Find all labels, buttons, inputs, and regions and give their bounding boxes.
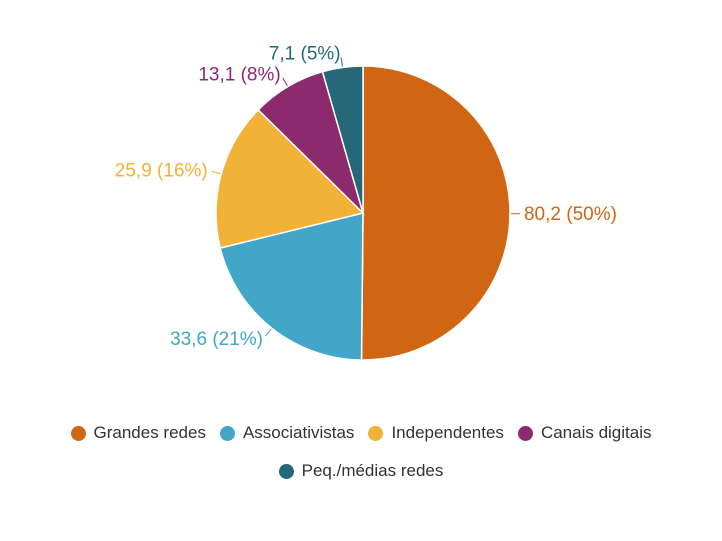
legend-swatch xyxy=(368,425,384,441)
leader-line xyxy=(340,57,343,67)
slice-label: 7,1 (5%) xyxy=(269,44,341,65)
legend-item-canais-digitais[interactable]: Canais digitais xyxy=(517,423,652,443)
legend-swatch xyxy=(278,463,294,479)
legend-swatch xyxy=(70,425,86,441)
legend-label: Independentes xyxy=(391,423,504,442)
legend-swatch xyxy=(517,425,533,441)
slice-label: 33,6 (21%) xyxy=(170,329,263,350)
pie-slice-associativistas[interactable] xyxy=(219,212,364,361)
pie-slice-grandes-redes[interactable] xyxy=(360,65,511,361)
slice-label: 13,1 (8%) xyxy=(198,65,280,86)
legend-item-independentes[interactable]: Independentes xyxy=(368,423,504,443)
legend-swatch xyxy=(219,425,235,441)
legend-item-associativistas[interactable]: Associativistas xyxy=(219,423,355,443)
slice-label: 80,2 (50%) xyxy=(524,204,617,225)
legend-row-2: Peq./médias redes xyxy=(0,461,722,481)
pie-slice-peq-medias-redes[interactable] xyxy=(321,65,364,214)
leader-line xyxy=(211,170,221,175)
legend: Grandes redes Associativistas Independen… xyxy=(0,423,722,443)
legend-label: Associativistas xyxy=(242,423,355,442)
legend-item-peq-medias-redes[interactable]: Peq./médias redes xyxy=(278,461,444,481)
pie-slice-independentes[interactable] xyxy=(215,108,365,249)
pie-chart: 80,2 (50%) 33,6 (21%) 25,9 (16%) 13,1 (8%)7… xyxy=(115,44,617,361)
legend-item-grandes-redes[interactable]: Grandes redes xyxy=(70,423,206,443)
leader-line xyxy=(265,328,272,337)
leader-line xyxy=(282,77,288,87)
slice-label: 25,9 (16%) xyxy=(115,160,208,181)
legend-label: Peq./médias redes xyxy=(301,461,444,480)
legend-label: Grandes redes xyxy=(93,423,206,442)
legend-label: Canais digitais xyxy=(540,423,652,442)
